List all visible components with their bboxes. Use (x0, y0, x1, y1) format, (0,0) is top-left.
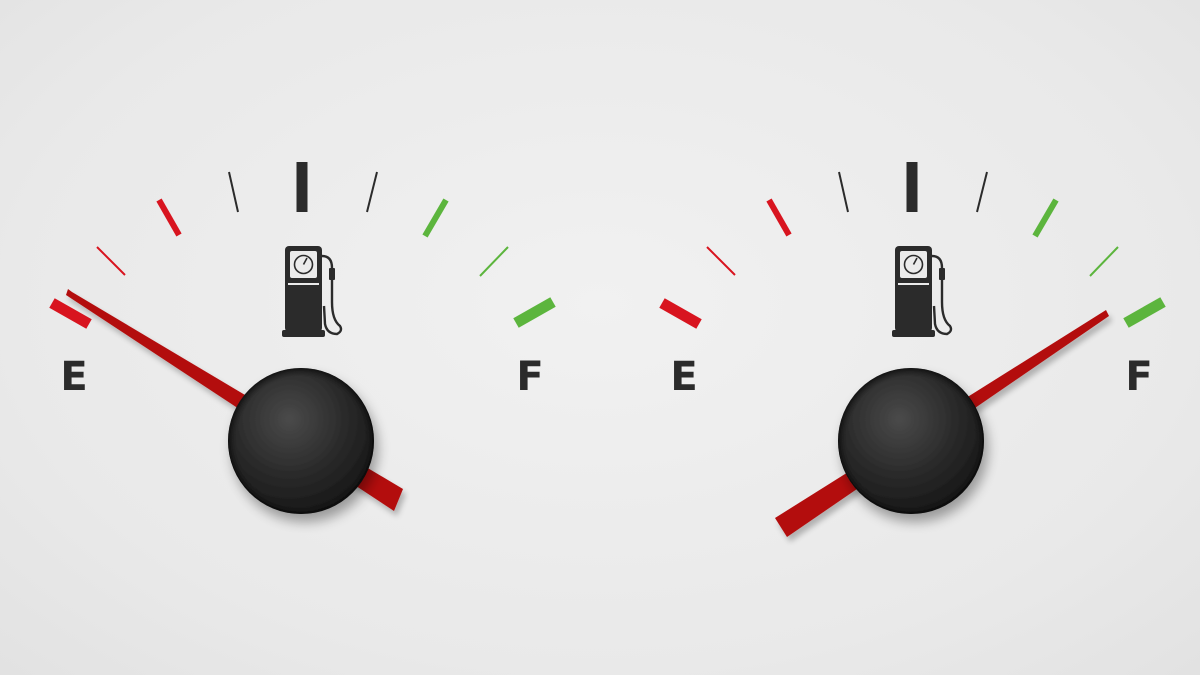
fuel-pump-icon (282, 246, 343, 337)
tick (976, 171, 988, 213)
full-label: F (516, 354, 543, 400)
fuel-pump-icon (892, 246, 953, 337)
gauge-ticks (659, 162, 1166, 329)
tick (228, 171, 239, 213)
tick-full (1123, 297, 1166, 328)
tick (96, 246, 126, 276)
fuel-gauge-left: E F (49, 162, 556, 514)
tick-empty (659, 298, 702, 329)
gauge-knob (838, 368, 984, 514)
fuel-gauge-right: E F (659, 162, 1166, 537)
tick (422, 198, 449, 238)
tick (706, 246, 736, 276)
gauge-knob (228, 368, 374, 514)
tick (366, 171, 378, 213)
empty-label: E (670, 354, 697, 400)
tick (838, 171, 849, 213)
tick (479, 246, 509, 277)
tick-empty (49, 298, 92, 329)
tick (766, 198, 792, 237)
gauge-ticks (49, 162, 556, 329)
tick (1089, 246, 1119, 277)
tick (1032, 198, 1059, 238)
tick-full (513, 297, 556, 328)
tick (156, 198, 182, 237)
full-label: F (1125, 354, 1152, 400)
empty-label: E (60, 354, 87, 400)
